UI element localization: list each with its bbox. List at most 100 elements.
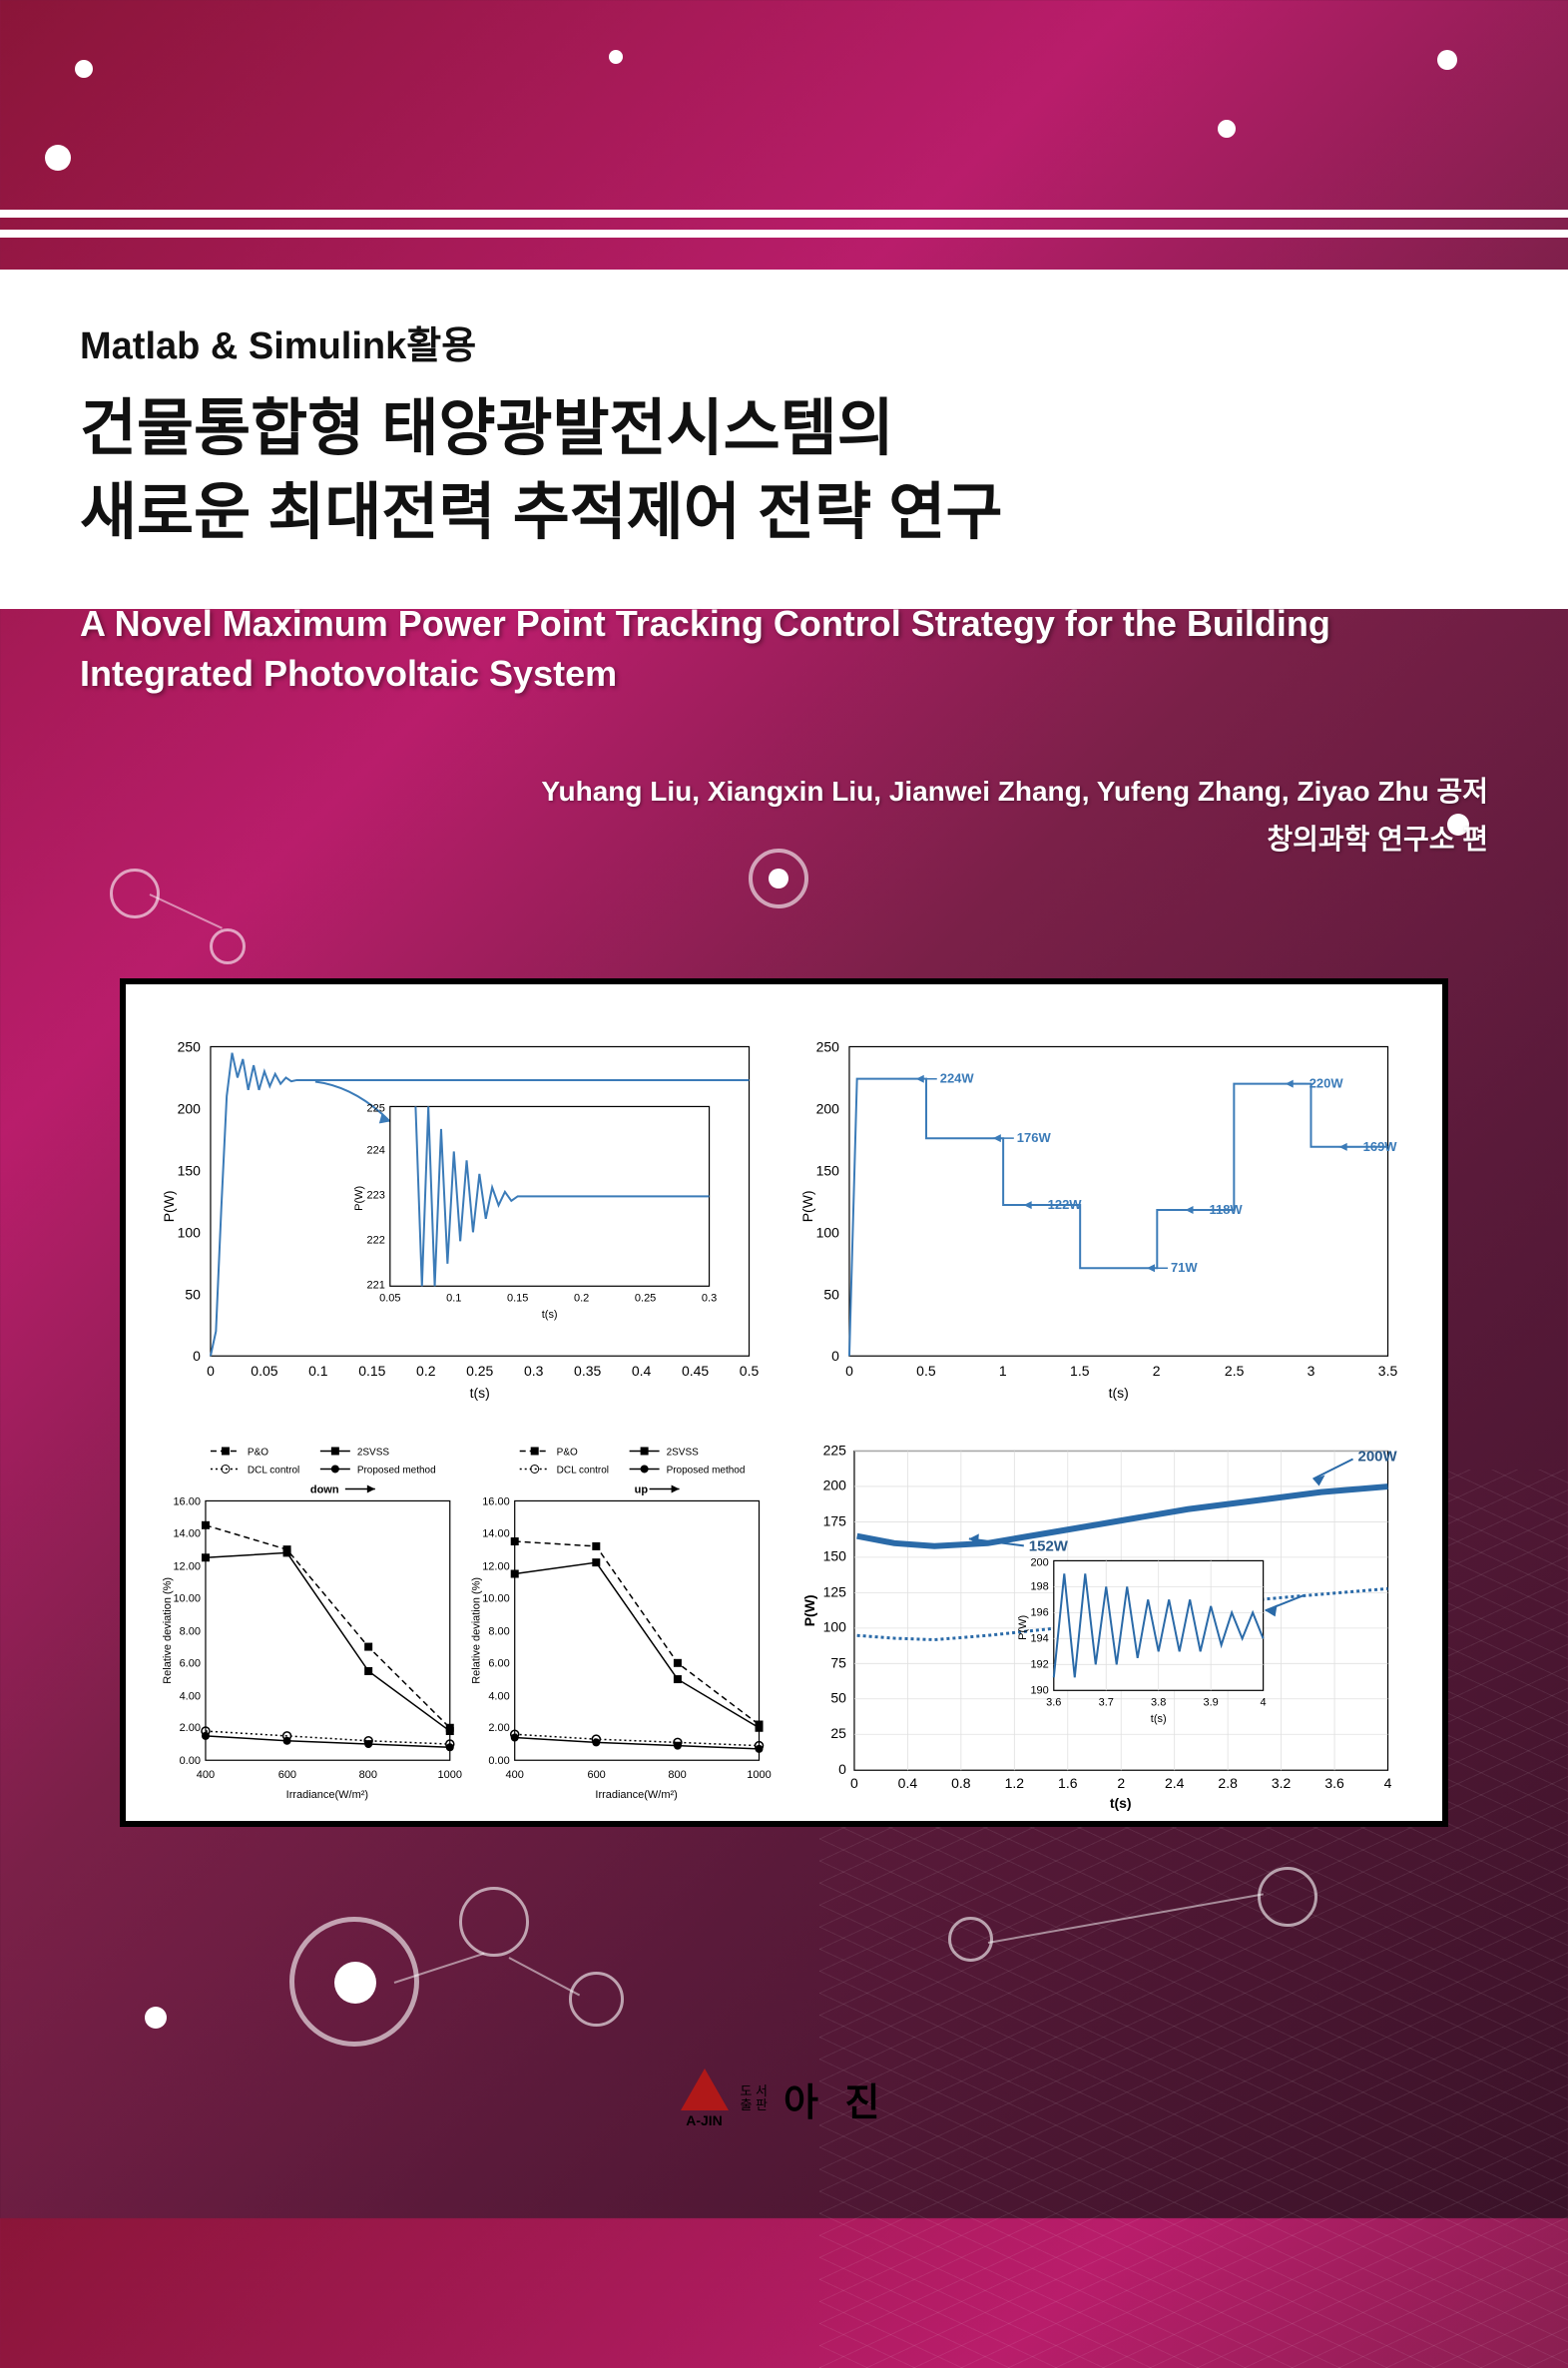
svg-text:250: 250 (178, 1038, 202, 1054)
svg-text:400: 400 (506, 1769, 524, 1781)
svg-text:600: 600 (587, 1769, 605, 1781)
svg-text:3.6: 3.6 (1324, 1775, 1344, 1791)
svg-text:0.00: 0.00 (180, 1755, 201, 1767)
svg-text:200: 200 (815, 1100, 839, 1116)
svg-text:0.3: 0.3 (702, 1292, 717, 1304)
svg-text:200: 200 (178, 1100, 202, 1116)
svg-text:3.2: 3.2 (1271, 1775, 1291, 1791)
svg-text:DCL control: DCL control (248, 1465, 299, 1476)
svg-text:0: 0 (845, 1363, 853, 1379)
svg-text:0.35: 0.35 (574, 1363, 601, 1379)
svg-text:800: 800 (359, 1769, 377, 1781)
svg-text:2SVSS: 2SVSS (357, 1447, 390, 1458)
svg-text:100: 100 (815, 1224, 839, 1240)
publisher-logo: A-JIN (680, 2069, 728, 2128)
svg-text:190: 190 (1030, 1684, 1048, 1696)
svg-text:14.00: 14.00 (173, 1527, 201, 1539)
svg-text:3.8: 3.8 (1151, 1696, 1166, 1708)
svg-text:4: 4 (1260, 1696, 1266, 1708)
svg-text:100: 100 (178, 1224, 202, 1240)
svg-text:71W: 71W (1170, 1260, 1197, 1275)
svg-text:0: 0 (831, 1348, 839, 1364)
svg-text:1.6: 1.6 (1058, 1775, 1078, 1791)
svg-text:250: 250 (815, 1038, 839, 1054)
english-title: A Novel Maximum Power Point Tracking Con… (80, 599, 1488, 700)
publisher-name: 아 진 (784, 2072, 887, 2126)
title-line-1: 건물통합형 태양광발전시스템의 (80, 387, 1488, 471)
svg-text:222: 222 (366, 1234, 384, 1246)
svg-text:Irradiance(W/m²): Irradiance(W/m²) (286, 1789, 368, 1801)
svg-text:220W: 220W (1308, 1076, 1343, 1091)
svg-text:169W: 169W (1362, 1139, 1397, 1154)
svg-text:1: 1 (998, 1363, 1006, 1379)
svg-text:0.4: 0.4 (632, 1363, 652, 1379)
svg-text:0.1: 0.1 (446, 1292, 461, 1304)
chart-2: 0 50 100 150 200 250 P(W) 0 0.5 1 1.5 2 … (794, 1024, 1413, 1409)
svg-text:t(s): t(s) (470, 1385, 490, 1401)
svg-text:2.8: 2.8 (1218, 1775, 1238, 1791)
svg-text:25: 25 (830, 1725, 846, 1741)
svg-text:200W: 200W (1357, 1448, 1397, 1465)
svg-text:4.00: 4.00 (488, 1690, 509, 1702)
svg-text:0.05: 0.05 (251, 1363, 277, 1379)
svg-text:2.4: 2.4 (1164, 1775, 1184, 1791)
svg-text:0.5: 0.5 (916, 1363, 936, 1379)
svg-text:1.5: 1.5 (1070, 1363, 1090, 1379)
svg-text:100: 100 (822, 1618, 846, 1634)
svg-text:118W: 118W (1209, 1202, 1243, 1217)
svg-text:50: 50 (185, 1286, 201, 1302)
svg-text:up: up (635, 1483, 649, 1495)
svg-text:0.00: 0.00 (488, 1755, 509, 1767)
svg-text:194: 194 (1030, 1632, 1048, 1644)
svg-text:176W: 176W (1016, 1130, 1051, 1145)
svg-text:0: 0 (850, 1775, 858, 1791)
svg-text:Relative deviation (%): Relative deviation (%) (471, 1577, 483, 1684)
svg-text:t(s): t(s) (1150, 1713, 1166, 1725)
svg-text:150: 150 (178, 1162, 202, 1178)
svg-text:0.25: 0.25 (635, 1292, 656, 1304)
svg-text:50: 50 (830, 1689, 846, 1705)
svg-text:P&O: P&O (248, 1447, 268, 1458)
svg-text:1000: 1000 (747, 1769, 771, 1781)
svg-text:800: 800 (668, 1769, 686, 1781)
publisher-small-text: 도 서 출 판 (740, 2084, 768, 2113)
svg-text:0.2: 0.2 (416, 1363, 436, 1379)
chart-4: 0 25 50 75 100 125 150 175 200 225 P(W) … (794, 1429, 1413, 1813)
svg-text:t(s): t(s) (1108, 1385, 1128, 1401)
stripe-2 (0, 230, 1568, 238)
svg-text:0.15: 0.15 (507, 1292, 528, 1304)
svg-text:8.00: 8.00 (180, 1625, 201, 1637)
svg-text:Relative deviation (%): Relative deviation (%) (162, 1577, 174, 1684)
svg-text:224W: 224W (939, 1071, 974, 1086)
svg-text:t(s): t(s) (1109, 1795, 1131, 1811)
publisher-small-2: 출 판 (740, 2098, 768, 2112)
svg-text:400: 400 (197, 1769, 215, 1781)
subtitle: Matlab & Simulink활용 (80, 314, 1488, 369)
svg-text:2SVSS: 2SVSS (667, 1447, 700, 1458)
svg-text:1000: 1000 (438, 1769, 462, 1781)
svg-text:0.45: 0.45 (682, 1363, 709, 1379)
svg-text:P&O: P&O (557, 1447, 578, 1458)
stripe-1 (0, 210, 1568, 218)
svg-text:3.7: 3.7 (1098, 1696, 1113, 1708)
publisher: A-JIN 도 서 출 판 아 진 (680, 2069, 887, 2128)
svg-text:223: 223 (366, 1189, 384, 1201)
svg-text:DCL control: DCL control (557, 1465, 609, 1476)
svg-text:Proposed method: Proposed method (357, 1465, 436, 1476)
svg-text:16.00: 16.00 (482, 1495, 510, 1507)
svg-text:10.00: 10.00 (482, 1592, 510, 1604)
svg-text:0: 0 (193, 1348, 201, 1364)
svg-text:122W: 122W (1047, 1197, 1082, 1212)
svg-text:down: down (310, 1483, 339, 1495)
svg-text:12.00: 12.00 (482, 1560, 510, 1572)
triangle-icon (680, 2069, 728, 2110)
svg-text:0.8: 0.8 (951, 1775, 971, 1791)
svg-text:t(s): t(s) (542, 1309, 558, 1321)
svg-text:3.6: 3.6 (1046, 1696, 1061, 1708)
svg-text:0.1: 0.1 (308, 1363, 328, 1379)
svg-text:16.00: 16.00 (173, 1495, 201, 1507)
svg-text:196: 196 (1030, 1606, 1048, 1618)
svg-text:P(W): P(W) (161, 1190, 177, 1222)
svg-text:P(W): P(W) (1016, 1615, 1028, 1640)
chart-1: 0 50 100 150 200 250 P(W) 0 0.05 0.1 0.1… (156, 1024, 775, 1409)
